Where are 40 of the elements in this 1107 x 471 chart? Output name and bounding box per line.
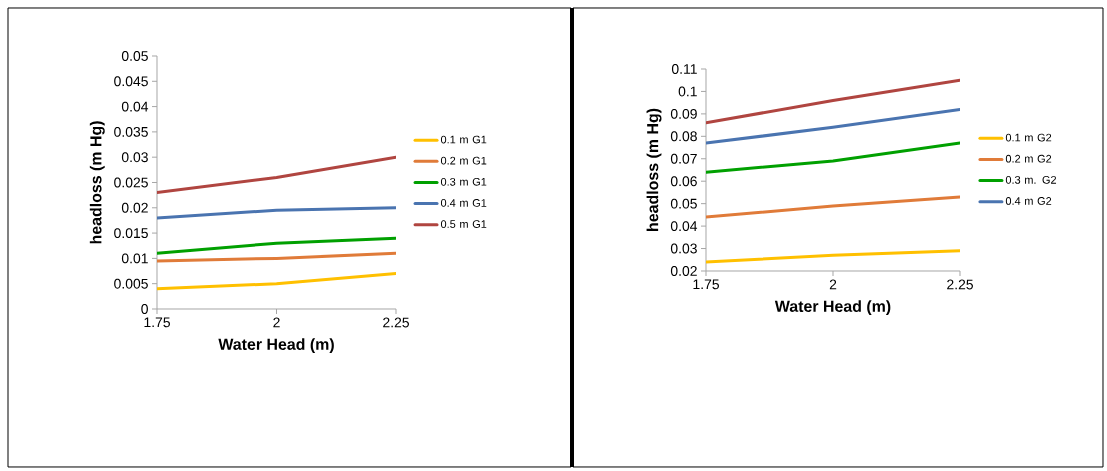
y-tick-label: 0.07 [670,153,697,164]
y-tick-label: 0.03 [121,152,148,163]
legend-label: 0.5 m G1 [440,220,487,228]
y-tick-label: 0.045 [114,76,148,87]
y-tick-label: 0.05 [121,51,148,61]
x-tick-label: 2 [273,317,280,328]
y-tick-label: 0.035 [114,126,148,137]
y-tick-label: 0.01 [121,253,148,264]
y-tick-label: 0.02 [670,266,697,276]
y-tick-label: 0.04 [670,221,698,232]
y-tick-label: 0.09 [670,108,697,119]
x-tick-label: 2.25 [383,317,409,328]
y-tick-label: 0.025 [114,177,148,188]
x-tick-label: 1.75 [144,317,170,328]
y-tick-label: 0.005 [114,278,148,289]
y-tick-label: 0 [141,304,148,314]
y-tick-label: 0.1 [678,86,697,97]
legend-label: 0.3 m. G2 [1005,175,1057,184]
y-axis-title: headloss (m Hg) [89,121,105,244]
legend-label: 0.4 m G2 [1005,197,1052,205]
legend-label: 0.2 m G2 [1005,154,1052,163]
y-tick-label: 0.11 [671,64,697,74]
legend-label: 0.1 m G2 [1005,133,1052,142]
y-tick-label: 0.05 [670,198,697,209]
legend-label: 0.4 m G1 [440,199,487,207]
y-tick-label: 0.03 [670,243,697,254]
x-axis-title: Water Head (m) [218,338,334,354]
x-tick-label: 2 [829,279,837,290]
legend-label: 0.3 m G1 [440,177,487,186]
y-axis-title: headloss (m Hg) [646,108,662,231]
y-tick-label: 0.04 [121,101,149,112]
legend-label: 0.1 m G1 [440,135,487,144]
y-tick-label: 0.08 [670,131,697,142]
y-tick-label: 0.015 [114,228,148,239]
x-axis-title: Water Head (m) [774,300,891,316]
y-tick-label: 0.02 [121,202,148,213]
x-tick-label: 2.25 [947,279,973,290]
legend-label: 0.2 m G1 [440,156,487,165]
x-tick-label: 1.75 [693,279,719,290]
y-tick-label: 0.06 [670,176,697,187]
